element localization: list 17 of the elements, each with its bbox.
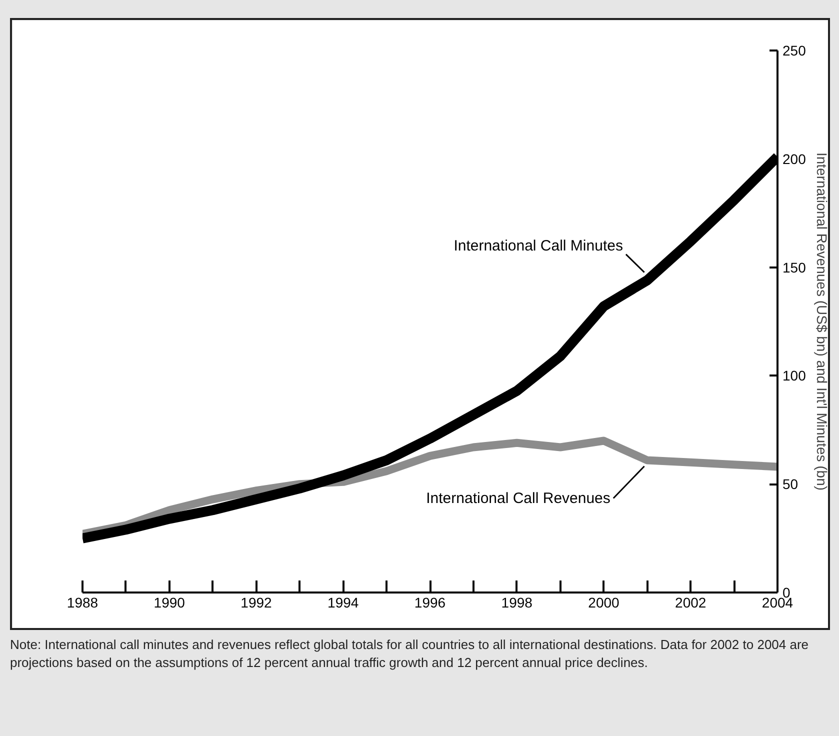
y-tick-label: 100: [782, 368, 806, 384]
x-tick-label: 1996: [414, 594, 446, 610]
y-axis-title: International Revenues (US$ bn) and Int'l Minutes (bn): [814, 152, 830, 491]
y-tick-label: 200: [782, 150, 806, 167]
text: Note: International call minutes and revenues reflect global totals for all countries to all international destinations. Data for 2002 to 2004 are projections based on the assumptions of 12 percent annual traffic growth and 12 percent annual price declines.: [10, 636, 810, 672]
y-tick-label: 250: [782, 42, 806, 58]
text: International Call Revenues: [426, 490, 610, 507]
x-tick-label: 1990: [154, 594, 186, 610]
x-tick-label: 1994: [328, 594, 359, 610]
x-tick-label: 2000: [588, 594, 620, 610]
x-tick-label: 1992: [240, 594, 272, 610]
x-tick-label: 1988: [66, 594, 98, 610]
y-tick-label: 50: [782, 476, 798, 492]
text: International Call Minutes: [454, 237, 623, 254]
x-tick-label: 1998: [501, 594, 533, 610]
x-tick-label: 2002: [675, 594, 706, 610]
y-tick-label: 150: [782, 259, 806, 276]
